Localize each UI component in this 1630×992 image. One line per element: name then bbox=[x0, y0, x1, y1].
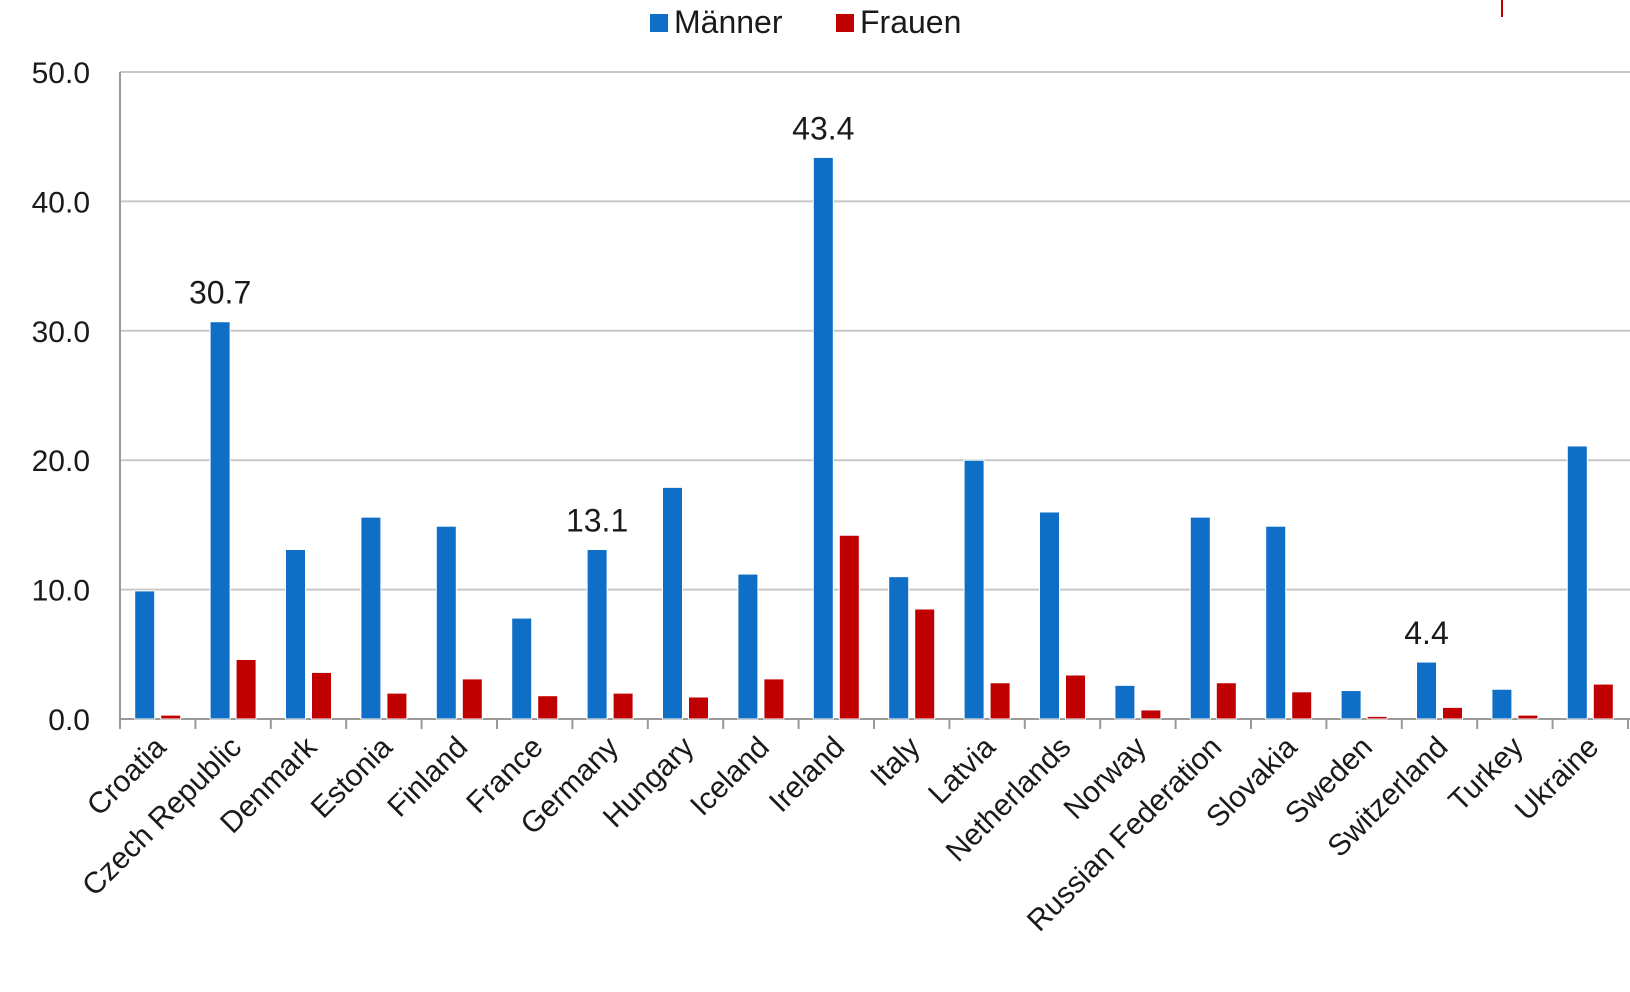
bar-frauen-finland bbox=[461, 678, 483, 720]
bar-maenner-turkey bbox=[1491, 688, 1513, 720]
bar-frauen-switzerland bbox=[1442, 706, 1463, 720]
x-tick-label: Ukraine bbox=[1509, 731, 1605, 827]
bar-maenner-croatia bbox=[134, 590, 156, 720]
bar-maenner-estonia bbox=[360, 516, 382, 720]
legend-swatch bbox=[650, 14, 668, 32]
bar-frauen-estonia bbox=[386, 692, 408, 720]
bar-frauen-france bbox=[537, 695, 559, 720]
data-label: 30.7 bbox=[189, 275, 251, 311]
y-axis-ticks: 0.0 10.0 20.0 30.0 40.0 50.0 bbox=[32, 57, 90, 737]
bar-frauen-iceland bbox=[763, 678, 785, 720]
y-tick-label: 40.0 bbox=[32, 186, 90, 219]
bar-frauen-russian-federation bbox=[1215, 682, 1237, 720]
bar-frauen-germany bbox=[612, 692, 634, 720]
bar-maenner-italy bbox=[888, 576, 910, 720]
bar-frauen-norway bbox=[1140, 709, 1162, 720]
bar-maenner-czech-republic bbox=[209, 321, 231, 720]
bar-maenner-sweden bbox=[1340, 690, 1362, 720]
bar-frauen-croatia bbox=[160, 714, 182, 720]
legend-label: Frauen bbox=[860, 4, 961, 40]
y-tick-label: 30.0 bbox=[32, 316, 90, 349]
bar-frauen-czech-republic bbox=[235, 658, 257, 720]
data-label: 4.4 bbox=[1404, 615, 1448, 651]
bar-maenner-ireland bbox=[812, 156, 834, 720]
bar-maenner-denmark bbox=[285, 548, 306, 720]
legend-swatch bbox=[836, 14, 854, 32]
bar-maenner-france bbox=[511, 617, 533, 720]
bar-maenner-russian-federation bbox=[1189, 516, 1211, 720]
bars bbox=[134, 156, 1614, 720]
bar-frauen-sweden bbox=[1366, 715, 1388, 720]
data-label: 13.1 bbox=[566, 502, 628, 538]
y-tick-label: 50.0 bbox=[32, 57, 90, 90]
bar-frauen-italy bbox=[914, 608, 936, 720]
legend: Männer Frauen bbox=[650, 4, 961, 40]
bar-frauen-slovakia bbox=[1291, 691, 1313, 720]
y-tick-label: 0.0 bbox=[48, 704, 90, 737]
bar-maenner-latvia bbox=[963, 459, 985, 720]
bar-maenner-slovakia bbox=[1265, 525, 1287, 720]
x-tick-label: Estonia bbox=[305, 730, 399, 824]
bar-maenner-ukraine bbox=[1566, 445, 1588, 720]
bar-maenner-norway bbox=[1114, 684, 1136, 720]
y-tick-label: 20.0 bbox=[32, 445, 90, 478]
x-tick-label: Iceland bbox=[684, 731, 776, 823]
bar-maenner-iceland bbox=[737, 573, 759, 720]
bar-maenner-switzerland bbox=[1416, 661, 1437, 720]
bar-maenner-finland bbox=[435, 525, 457, 720]
bar-frauen-ireland bbox=[838, 534, 860, 720]
bar-frauen-netherlands bbox=[1065, 674, 1086, 720]
x-tick-label: Ireland bbox=[763, 731, 851, 819]
bar-frauen-latvia bbox=[989, 682, 1011, 720]
bar-frauen-denmark bbox=[311, 671, 332, 720]
y-tick-label: 10.0 bbox=[32, 575, 90, 608]
bar-maenner-netherlands bbox=[1039, 511, 1060, 720]
legend-label: Männer bbox=[674, 4, 783, 40]
x-tick-label: Italy bbox=[864, 731, 926, 793]
bar-frauen-turkey bbox=[1517, 714, 1539, 720]
bar-maenner-hungary bbox=[662, 486, 683, 720]
bar-frauen-ukraine bbox=[1592, 683, 1614, 720]
x-tick-label: Finland bbox=[381, 731, 474, 824]
bar-maenner-germany bbox=[586, 548, 608, 720]
data-labels: 30.7 13.1 43.4 4.4 bbox=[189, 110, 1449, 651]
bar-frauen-hungary bbox=[688, 696, 709, 720]
data-label: 43.4 bbox=[792, 110, 854, 146]
